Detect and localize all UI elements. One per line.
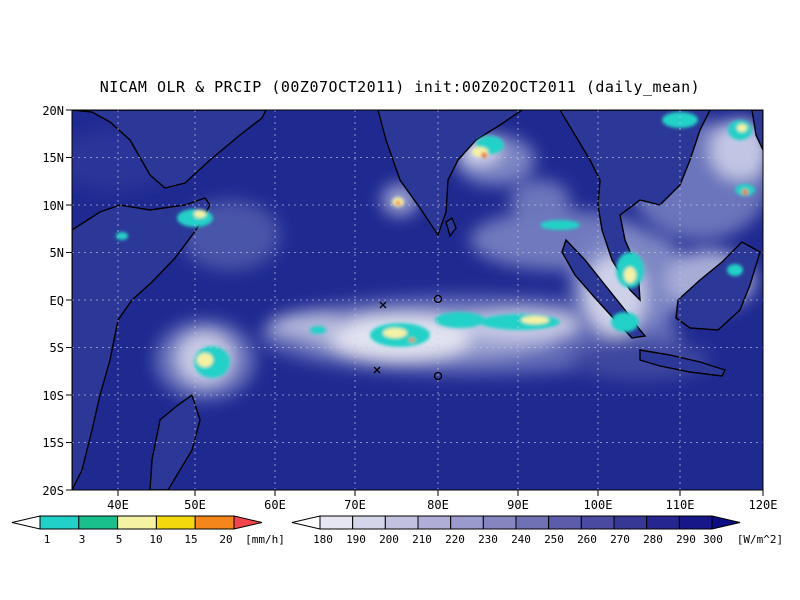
precip-colorbar: 1 3 5 10 15 20 [mm/h] — [11, 515, 285, 546]
olr-tick: 270 — [610, 533, 630, 546]
precip-tick: 5 — [116, 533, 123, 546]
precip-colorbar-low-arrow — [11, 515, 41, 530]
olr-colorbar-swatch — [678, 515, 713, 530]
lat-label: 10S — [42, 389, 64, 403]
olr-tick: 180 — [313, 533, 333, 546]
olr-tick: 280 — [643, 533, 663, 546]
olr-colorbar-swatch — [482, 515, 517, 530]
olr-colorbar-swatch — [384, 515, 419, 530]
precip-colorbar-swatch — [39, 515, 80, 530]
precip-tick: 1 — [44, 533, 51, 546]
precip-colorbar-boxes — [11, 515, 263, 530]
olr-tick: 250 — [544, 533, 564, 546]
latitude-labels: 20N 15N 10N 5N EQ 5S 10S 15S 20S — [42, 104, 64, 498]
station-markers — [373, 294, 443, 381]
cloud-shading — [72, 120, 763, 400]
lon-label: 80E — [427, 498, 449, 512]
precip-unit: [mm/h] — [245, 533, 285, 546]
olr-colorbar-swatch — [515, 515, 550, 530]
olr-tick: 220 — [445, 533, 465, 546]
circle-marker — [433, 371, 443, 381]
olr-colorbar-swatch — [417, 515, 452, 530]
precip-colorbar-high-arrow — [233, 515, 263, 530]
longitude-labels: 40E 50E 60E 70E 80E 90E 100E 110E 120E — [107, 498, 777, 512]
lat-label: 15S — [42, 436, 64, 450]
circle-marker — [433, 294, 443, 304]
olr-tick: 240 — [511, 533, 531, 546]
olr-tick: 210 — [412, 533, 432, 546]
lon-label: 120E — [749, 498, 778, 512]
precip-patches — [116, 112, 755, 378]
olr-colorbar-swatch — [580, 515, 615, 530]
lat-label: 20S — [42, 484, 64, 498]
olr-tick: 190 — [346, 533, 366, 546]
precip-colorbar-swatch — [78, 515, 119, 530]
olr-colorbar-swatch — [646, 515, 680, 530]
olr-colorbar-low-arrow — [291, 515, 321, 530]
olr-tick: 260 — [577, 533, 597, 546]
precip-colorbar-ticks: 1 3 5 10 15 20 — [44, 533, 233, 546]
olr-colorbar-swatch — [548, 515, 582, 530]
lon-label: 90E — [507, 498, 529, 512]
olr-tick: 230 — [478, 533, 498, 546]
lat-label: 5S — [50, 341, 64, 355]
lon-label: 100E — [584, 498, 613, 512]
precip-tick: 3 — [79, 533, 86, 546]
olr-colorbar-ticks: 180 190 200 210 220 230 240 250 260 270 … — [313, 533, 723, 546]
lat-label: 5N — [50, 246, 64, 260]
olr-tick: 300 — [703, 533, 723, 546]
olr-unit: [W/m^2] — [737, 533, 783, 546]
precip-tick: 10 — [149, 533, 162, 546]
olr-colorbar-swatch — [319, 515, 354, 530]
olr-colorbar-boxes — [291, 515, 741, 530]
precip-colorbar-swatch — [194, 515, 235, 530]
lat-label: 15N — [42, 151, 64, 165]
lat-label: 20N — [42, 104, 64, 118]
gridlines — [72, 110, 763, 490]
precip-colorbar-swatch — [155, 515, 196, 530]
lon-label: 70E — [344, 498, 366, 512]
olr-colorbar: 180 190 200 210 220 230 240 250 260 270 … — [291, 515, 783, 546]
olr-colorbar-high-arrow — [711, 515, 741, 530]
precip-tick: 20 — [219, 533, 232, 546]
map-title: NICAM OLR & PRCIP (00Z07OCT2011) init:00… — [99, 78, 701, 96]
lon-label: 60E — [264, 498, 286, 512]
precip-tick: 15 — [184, 533, 197, 546]
olr-tick: 200 — [379, 533, 399, 546]
axis-ticks — [66, 109, 764, 496]
lon-label: 50E — [184, 498, 206, 512]
olr-colorbar-swatch — [352, 515, 386, 530]
olr-colorbar-swatch — [450, 515, 484, 530]
olr-colorbar-swatch — [613, 515, 648, 530]
lon-label: 40E — [107, 498, 129, 512]
lat-label: 10N — [42, 199, 64, 213]
lat-label: EQ — [50, 294, 64, 308]
precip-colorbar-swatch — [117, 515, 157, 530]
olr-tick: 290 — [676, 533, 696, 546]
x-marker — [373, 366, 381, 374]
x-marker — [379, 301, 387, 309]
lon-label: 110E — [666, 498, 695, 512]
olr-field — [72, 110, 763, 490]
